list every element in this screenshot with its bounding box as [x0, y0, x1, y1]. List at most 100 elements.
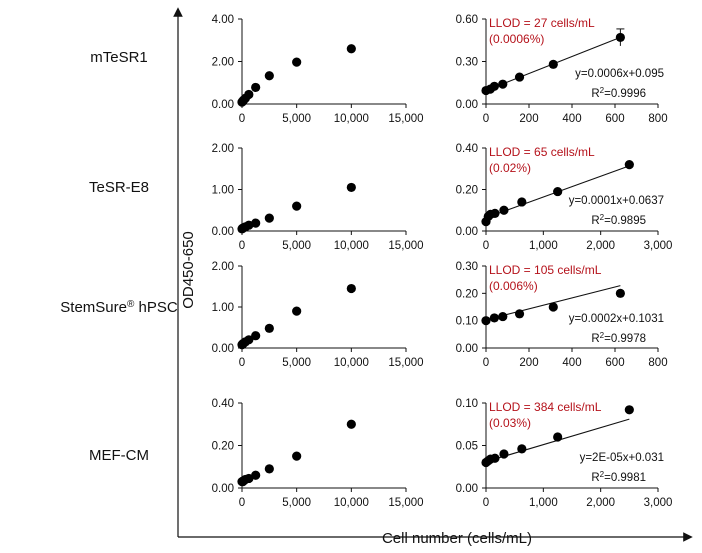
x-tick-label: 10,000	[334, 497, 369, 509]
llod-label: LLOD = 105 cells/mL	[489, 263, 602, 277]
x-tick-label: 15,000	[388, 240, 423, 252]
x-tick-label: 800	[648, 113, 667, 125]
y-tick-label: 2.00	[212, 261, 234, 273]
data-point	[251, 470, 261, 480]
r-squared-symbol: R	[591, 333, 599, 345]
data-point	[251, 82, 261, 93]
x-tick-label: 200	[519, 113, 538, 125]
data-point	[292, 201, 302, 211]
regression-equation: y=0.0001x+0.0637	[569, 195, 664, 207]
x-tick-label: 2,000	[586, 497, 615, 509]
y-tick-label: 0.05	[456, 441, 478, 453]
data-point	[548, 302, 558, 312]
llod-percent: (0.0006%)	[489, 32, 544, 46]
data-point	[251, 331, 261, 341]
llod-percent: (0.006%)	[489, 279, 538, 293]
data-point	[615, 32, 625, 43]
x-tick-label: 10,000	[334, 357, 369, 369]
data-point	[292, 57, 302, 67]
x-tick-label: 15,000	[388, 497, 423, 509]
panel-MEF-CM-full: 0 5,000 10,000 15,000 0.00 0.20 0.40 MEF-CM	[89, 398, 424, 509]
data-point	[292, 451, 302, 461]
data-point	[490, 453, 500, 463]
x-tick-label: 0	[483, 240, 489, 252]
x-tick-label: 600	[605, 113, 624, 125]
data-point	[346, 182, 356, 193]
x-tick-label: 200	[519, 357, 538, 369]
r-squared-value: =0.9978	[604, 333, 646, 345]
media-label: StemSure® hPSC	[60, 299, 178, 317]
data-point	[264, 213, 274, 223]
data-point	[498, 311, 508, 322]
x-tick-label: 0	[239, 497, 245, 509]
x-tick-label: 0	[483, 497, 489, 509]
data-point	[553, 186, 563, 197]
y-tick-label: 0.00	[456, 483, 478, 495]
y-axis-title: OD450-650	[180, 231, 197, 309]
r-squared-label: R2=0.9895	[591, 213, 646, 228]
outer-axes: OD450-650 Cell number (cells/mL)	[173, 7, 693, 547]
llod-percent: (0.03%)	[489, 416, 531, 430]
regression-equation: y=2E-05x+0.031	[580, 452, 664, 464]
data-point	[514, 72, 525, 82]
data-point	[264, 71, 274, 81]
x-tick-label: 15,000	[388, 357, 423, 369]
data-point	[481, 316, 491, 326]
data-point	[499, 205, 509, 215]
x-tick-label: 3,000	[644, 497, 673, 509]
llod-label: LLOD = 65 cells/mL	[489, 145, 595, 159]
data-point	[251, 218, 261, 228]
x-tick-label: 5,000	[282, 113, 311, 125]
y-tick-label: 0.30	[456, 57, 478, 69]
x-tick-label: 1,000	[529, 497, 558, 509]
r-squared-superscript: 2	[600, 213, 605, 222]
data-point	[346, 283, 356, 294]
data-point	[244, 473, 254, 484]
panel-TeSR-E8-low: 0 1,000 2,000 3,000 0.00 0.20 0.40 LLOD = 65 ce…	[456, 143, 673, 252]
y-tick-label: 0.00	[212, 483, 234, 495]
r-squared-value: =0.9895	[604, 215, 646, 227]
panel-mTeSR1-low: 0 200 400 600 800 0.00 0.30 0.60 LLOD = 27 cells…	[456, 14, 668, 125]
x-tick-label: 0	[239, 357, 245, 369]
y-tick-label: 0.10	[456, 316, 478, 328]
y-tick-label: 1.00	[212, 302, 234, 314]
data-point	[346, 44, 356, 54]
data-point	[499, 449, 509, 459]
data-point	[514, 309, 525, 319]
r-squared-label: R2=0.9981	[591, 470, 646, 485]
y-tick-label: 1.00	[212, 185, 234, 197]
x-tick-label: 0	[239, 113, 245, 125]
r-squared-value: =0.9996	[604, 88, 646, 100]
data-point	[489, 81, 499, 91]
r-squared-label: R2=0.9978	[591, 331, 646, 346]
r-squared-superscript: 2	[600, 86, 605, 95]
x-tick-label: 1,000	[529, 240, 558, 252]
media-name: TeSR-E8	[89, 179, 149, 196]
x-tick-label: 5,000	[282, 357, 311, 369]
panel-mTeSR1-full: 0 5,000 10,000 15,000 0.00 2.00 4.00 mTeSR1	[90, 14, 423, 125]
x-tick-label: 0	[483, 357, 489, 369]
panel-TeSR-E8-full: 0 5,000 10,000 15,000 0.00 1.00 2.00 TeSR-E8	[89, 143, 424, 252]
llod-percent: (0.02%)	[489, 161, 531, 175]
panel-MEF-CM-low: 0 1,000 2,000 3,000 0.00 0.05 0.10 LLOD = 384 c…	[456, 398, 673, 509]
regression-equation: y=0.0006x+0.095	[575, 68, 664, 80]
y-tick-label: 0.00	[212, 226, 234, 238]
panel-StemSure-low: 0 200 400 600 800 0.00 0.10 0.20 0.30 LLOD = 105 …	[456, 261, 668, 369]
data-point	[624, 405, 634, 415]
y-tick-label: 0.00	[212, 99, 234, 111]
x-tick-label: 800	[648, 357, 667, 369]
media-label: mTeSR1	[90, 49, 148, 66]
x-tick-label: 5,000	[282, 240, 311, 252]
r-squared-superscript: 2	[600, 331, 605, 340]
data-point	[490, 208, 500, 218]
y-tick-label: 0.30	[456, 261, 478, 273]
r-squared-symbol: R	[591, 88, 599, 100]
y-tick-label: 0.00	[456, 99, 478, 111]
data-point	[615, 288, 625, 298]
y-tick-label: 2.00	[212, 57, 234, 69]
r-squared-superscript: 2	[600, 470, 605, 479]
y-tick-label: 4.00	[212, 14, 234, 26]
x-tick-label: 600	[605, 357, 624, 369]
media-label: TeSR-E8	[89, 179, 149, 196]
r-squared-value: =0.9981	[604, 472, 646, 484]
